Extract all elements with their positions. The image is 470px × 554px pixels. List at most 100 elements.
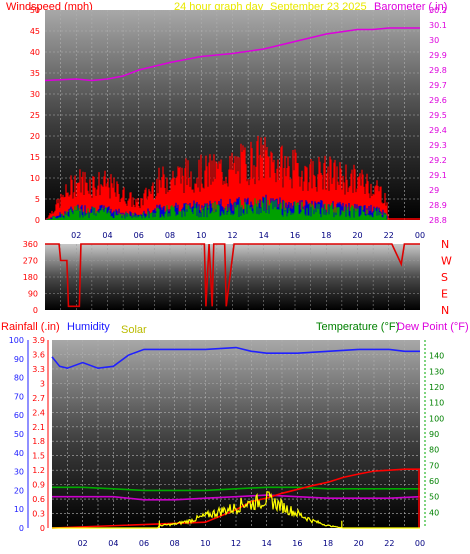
temperature-tick-label: 40 (429, 508, 439, 517)
barometer-tick-label: 28.9 (429, 201, 447, 210)
compass-label: W (441, 255, 452, 268)
barometer-tick-label: 29.6 (429, 96, 447, 105)
time-tick-label: 12 (227, 231, 237, 240)
compass-label: E (441, 288, 448, 301)
time-tick-label: 10 (200, 539, 210, 548)
direction-tick-label: 0 (33, 306, 38, 315)
time-tick-label: 10 (196, 231, 206, 240)
solar-axis-title: Solar (121, 324, 147, 336)
time-tick-label: 02 (78, 539, 88, 548)
rainfall-tick-label: 1.5 (32, 452, 45, 461)
time-tick-label: 22 (384, 539, 394, 548)
direction-tick-label: 360 (23, 240, 38, 249)
compass-label: N (441, 304, 449, 317)
time-tick-label: 14 (259, 231, 269, 240)
temperature-series (52, 486, 420, 492)
time-tick-label: 04 (108, 539, 118, 548)
time-tick-label: 02 (71, 231, 81, 240)
rainfall-tick-label: 3.3 (32, 365, 45, 374)
barometer-tick-label: 30 (429, 36, 439, 45)
time-tick-label: 14 (262, 539, 272, 548)
humidity-tick-label: 50 (14, 430, 24, 439)
temperature-tick-label: 100 (429, 414, 444, 423)
rainfall-tick-label: 3.6 (32, 350, 45, 359)
barometer-tick-label: 29.3 (429, 141, 447, 150)
direction-series (45, 243, 420, 308)
rainfall-tick-label: 2.1 (32, 423, 45, 432)
windspeed-tick-label: 15 (30, 153, 40, 162)
barometer-tick-label: 29 (429, 186, 439, 195)
time-tick-label: 16 (290, 231, 300, 240)
dewpoint-series (52, 494, 421, 501)
temperature-tick-label: 70 (429, 461, 439, 470)
rainfall-tick-label: 0 (40, 524, 45, 533)
compass-label: S (441, 271, 448, 284)
time-tick-label: 20 (354, 539, 364, 548)
barometer-tick-label: 29.9 (429, 51, 447, 60)
windspeed-tick-label: 5 (35, 195, 40, 204)
humidity-tick-label: 10 (14, 505, 24, 514)
barometer-tick-label: 30.2 (429, 6, 447, 15)
windspeed-tick-label: 45 (30, 27, 40, 36)
barometer-tick-label: 29.8 (429, 66, 447, 75)
direction-tick-label: 270 (23, 257, 38, 266)
temperature-axis-title: Temperature (°F) (316, 321, 400, 333)
temperature-tick-label: 130 (429, 367, 444, 376)
temperature-tick-label: 140 (429, 352, 444, 361)
rainfall-tick-label: 0.6 (32, 495, 45, 504)
time-tick-label: 20 (352, 231, 362, 240)
barometer-tick-label: 29.2 (429, 156, 447, 165)
windspeed-tick-label: 50 (30, 6, 40, 15)
time-tick-label: 12 (231, 539, 241, 548)
rainfall-series (51, 468, 420, 529)
barometer-tick-label: 29.4 (429, 126, 447, 135)
humidity-series (51, 346, 420, 370)
time-tick-label: 18 (323, 539, 333, 548)
temperature-tick-label: 60 (429, 477, 439, 486)
humidity-tick-label: 20 (14, 486, 24, 495)
barometer-tick-label: 29.1 (429, 171, 447, 180)
humidity-tick-label: 90 (14, 355, 24, 364)
temperature-tick-label: 110 (429, 399, 444, 408)
humidity-tick-label: 30 (14, 468, 24, 477)
rainfall-tick-label: 0.3 (32, 510, 45, 519)
windspeed-tick-label: 20 (30, 132, 40, 141)
humidity-tick-label: 80 (14, 374, 24, 383)
solar-series (52, 490, 420, 529)
humidity-tick-label: 100 (9, 336, 24, 345)
humidity-tick-label: 0 (19, 524, 24, 533)
barometer-series (44, 27, 420, 82)
humidity-tick-label: 60 (14, 411, 24, 420)
time-tick-label: 22 (384, 231, 394, 240)
direction-tick-label: 180 (23, 273, 38, 282)
windspeed-tick-label: 10 (30, 174, 40, 183)
barometer-tick-label: 29.7 (429, 81, 447, 90)
temperature-tick-label: 50 (429, 493, 439, 502)
time-tick-label: 18 (321, 231, 331, 240)
time-tick-label: 16 (292, 539, 302, 548)
compass-label: N (441, 238, 449, 251)
dewpoint-axis-title: Dew Point (°F) (397, 321, 469, 333)
windspeed-tick-label: 25 (30, 111, 40, 120)
rainfall-tick-label: 3.9 (32, 336, 45, 345)
windspeed-tick-label: 35 (30, 69, 40, 78)
temperature-tick-label: 80 (429, 446, 439, 455)
rainfall-tick-label: 0.9 (32, 481, 45, 490)
windspeed-tick-label: 40 (30, 48, 40, 57)
time-tick-label: 00 (415, 231, 425, 240)
time-tick-label: 04 (102, 231, 112, 240)
direction-tick-label: 90 (28, 290, 38, 299)
temperature-tick-label: 90 (429, 430, 439, 439)
rainfall-tick-label: 2.4 (32, 408, 45, 417)
temperature-tick-label: 120 (429, 383, 444, 392)
windlow-series (45, 197, 389, 220)
time-tick-label: 00 (415, 539, 425, 548)
time-tick-label: 08 (170, 539, 180, 548)
barometer-tick-label: 30.1 (429, 21, 447, 30)
time-tick-label: 06 (139, 539, 149, 548)
time-tick-label: 08 (165, 231, 175, 240)
windspeed-tick-label: 0 (35, 216, 40, 225)
windspeed-tick-label: 30 (30, 90, 40, 99)
barometer-tick-label: 29.5 (429, 111, 447, 120)
